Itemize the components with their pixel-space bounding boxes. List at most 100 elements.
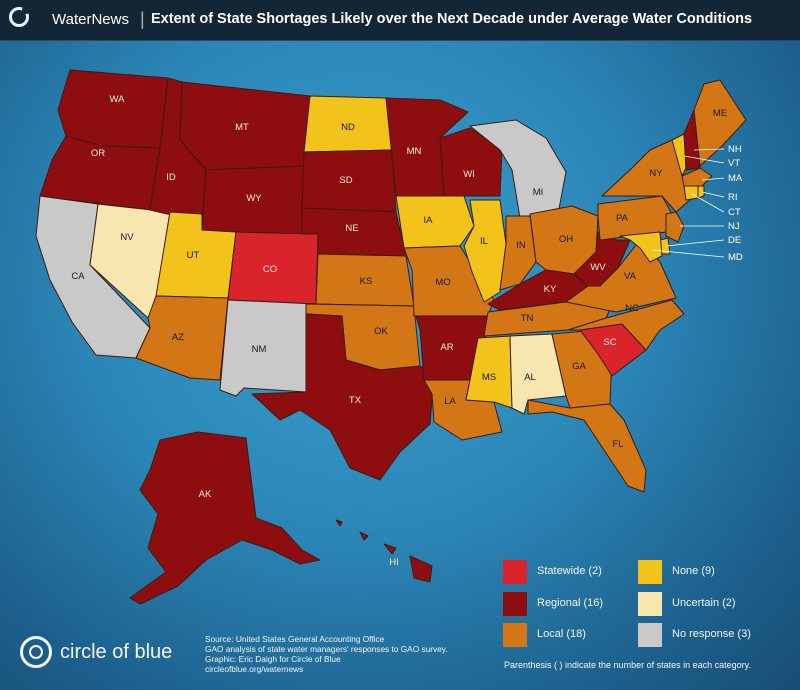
state-label-ca: CA (71, 271, 85, 282)
legend-label: No response (3) (672, 628, 751, 640)
callout-label-vt: VT (728, 158, 740, 169)
state-label-va: VA (624, 271, 637, 282)
state-label-mn: MN (407, 146, 422, 157)
state-ma (681, 167, 713, 187)
page-title: Extent of State Shortages Likely over th… (151, 11, 753, 27)
source-line: Graphic: Eric Daigh for Circle of Blue (205, 654, 341, 664)
callout-leader-ct (691, 193, 725, 213)
callout-leader-nh (693, 148, 725, 151)
legend-swatch-regional (503, 592, 527, 616)
state-label-oh: OH (559, 234, 573, 245)
state-fl (527, 399, 647, 493)
state-label-wa: WA (110, 94, 126, 105)
state-hi (335, 519, 433, 583)
state-label-mo: MO (435, 277, 450, 288)
us-map: WA OR CA NV ID MT WY UT AZ CO NM ND SD NE KS OK TX MN IA MO… (35, 69, 747, 605)
callout-label-nh: NH (728, 144, 742, 155)
callout-leader-md (651, 249, 725, 258)
legend-swatch-uncertain (638, 592, 662, 616)
state-label-ok: OK (374, 326, 388, 337)
callout-label-ri: RI (728, 192, 738, 203)
legend-label: None (9) (672, 565, 715, 577)
state-ia (395, 195, 475, 249)
state-pa (597, 195, 673, 241)
state-label-ne: NE (345, 223, 358, 234)
state-wi (439, 127, 503, 197)
callout-leader-ma (701, 177, 725, 181)
circle-of-blue-logo-icon (20, 636, 52, 668)
state-label-ut: UT (187, 250, 200, 261)
state-label-la: LA (444, 396, 456, 407)
state-wa (57, 69, 169, 149)
state-label-sd: SD (339, 175, 352, 186)
state-label-nv: NV (120, 232, 134, 243)
state-labels: WA OR CA NV ID MT WY UT AZ CO NM ND SD NE KS OK TX MN IA MO… (71, 94, 727, 568)
callout-leader-vt (683, 155, 725, 164)
legend-note: Parenthesis ( ) indicate the number of s… (504, 660, 751, 670)
state-nj (665, 211, 685, 243)
state-label-ak: AK (199, 489, 212, 500)
state-il (463, 199, 507, 303)
legend-swatch-none (638, 560, 662, 584)
state-label-tx: TX (349, 395, 362, 406)
state-label-tn: TN (521, 313, 534, 324)
state-mo (403, 245, 495, 317)
brand-name: WaterNews (52, 11, 129, 28)
header-separator: | (140, 9, 145, 29)
state-ak (129, 431, 321, 605)
state-label-nm: NM (252, 344, 267, 355)
legend-swatch-statewide (503, 560, 527, 584)
source-credits: Source: United States General Accounting… (205, 634, 448, 674)
state-label-ia: IA (424, 215, 434, 226)
state-label-az: AZ (172, 332, 184, 343)
state-label-id: ID (166, 172, 176, 183)
state-label-ky: KY (544, 284, 557, 295)
state-label-ms: MS (482, 372, 496, 383)
callout-leader-de (665, 239, 725, 247)
state-label-wi: WI (463, 169, 475, 180)
state-tx (251, 313, 435, 481)
callout-label-nj: NJ (728, 221, 740, 232)
state-nm (219, 299, 317, 397)
state-label-ga: GA (572, 361, 586, 372)
state-ct (683, 185, 699, 201)
state-label-wv: WV (590, 262, 606, 273)
state-md (619, 231, 663, 263)
callout-label-md: MD (728, 252, 743, 263)
state-label-il: IL (480, 236, 488, 247)
state-label-sc: SC (603, 337, 616, 348)
state-label-hi: HI (389, 557, 399, 568)
state-label-mi: MI (533, 187, 544, 198)
legend-label: Statewide (2) (537, 565, 602, 577)
state-nc (567, 299, 685, 351)
legend-label: Regional (16) (537, 597, 604, 609)
legend-label: Local (18) (537, 628, 586, 640)
state-label-ar: AR (440, 342, 453, 353)
state-me (693, 79, 747, 167)
state-label-nc: NC (625, 303, 639, 314)
source-line: Source: United States General Accounting… (205, 634, 385, 644)
state-label-ks: KS (360, 276, 373, 287)
footer-brand: circle of blue (60, 641, 173, 663)
northeast-callouts: NH VT MA RI CT NJ DE MD (651, 144, 743, 263)
circle-of-blue-logo-icon (9, 6, 30, 27)
callout-label-ct: CT (728, 207, 741, 218)
state-label-mt: MT (235, 122, 249, 133)
legend-swatch-no-response (638, 623, 662, 647)
legend-swatch-local (503, 623, 527, 647)
state-label-pa: PA (616, 213, 629, 224)
source-line: circleofblue.org/waternews (205, 664, 304, 674)
state-label-co: CO (263, 264, 277, 275)
callout-label-ma: MA (728, 173, 743, 184)
state-label-al: AL (524, 372, 536, 383)
callout-label-de: DE (728, 235, 741, 246)
state-label-wy: WY (246, 193, 262, 204)
state-ri (697, 185, 705, 199)
state-label-in: IN (516, 240, 526, 251)
header-bar: WaterNews | Extent of State Shortages Li… (0, 0, 800, 41)
state-label-or: OR (91, 148, 105, 159)
state-label-me: ME (713, 108, 727, 119)
callout-leader-ri (701, 191, 725, 198)
legend-label: Uncertain (2) (672, 597, 736, 609)
state-label-nd: ND (341, 122, 355, 133)
